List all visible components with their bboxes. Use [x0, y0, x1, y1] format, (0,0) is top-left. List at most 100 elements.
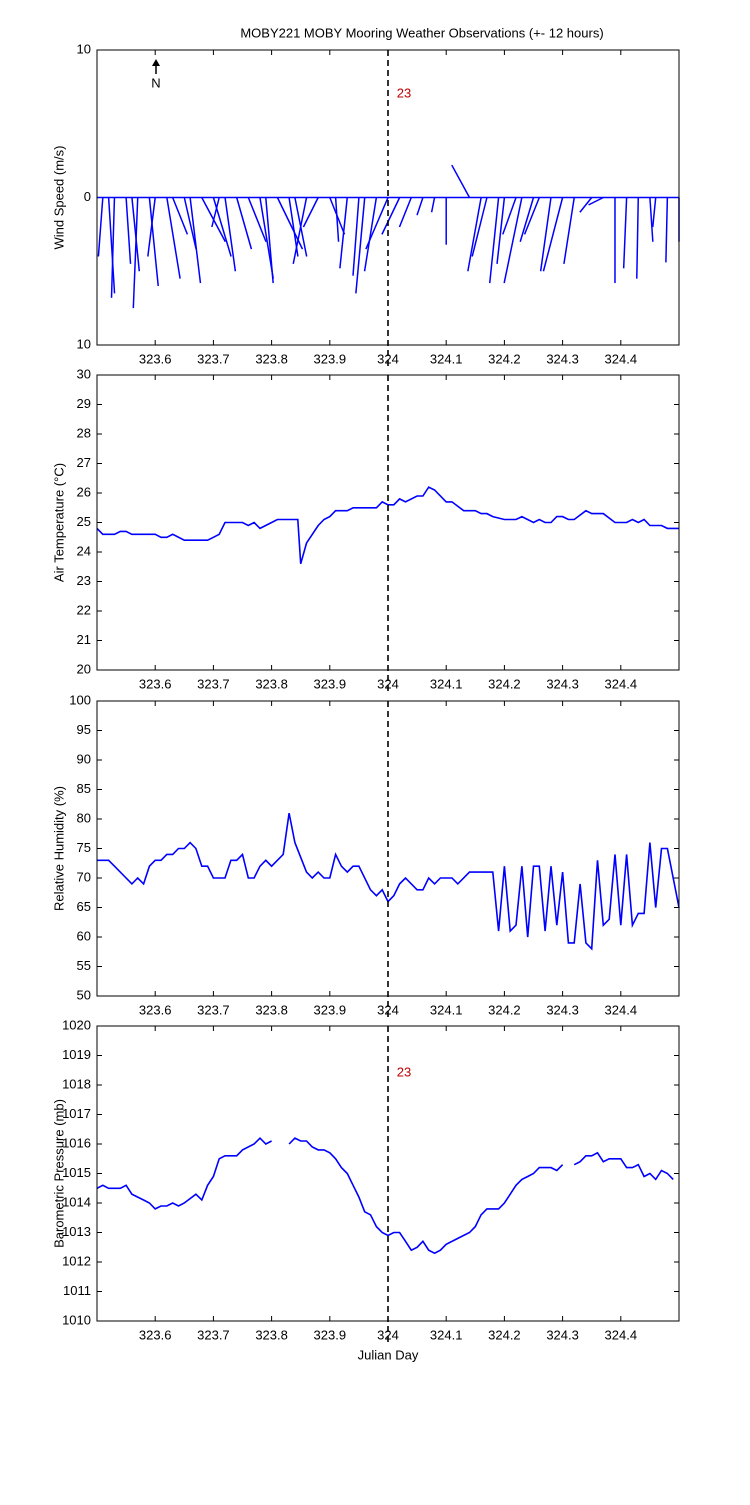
y-tick-label: 90 — [77, 751, 91, 766]
x-tick-label: 323.8 — [255, 1327, 288, 1342]
y-tick-label: 1018 — [62, 1076, 91, 1091]
wind-stick — [451, 164, 471, 198]
x-tick-label: 324.3 — [546, 351, 579, 366]
y-tick-label: 29 — [77, 396, 91, 411]
wind-stick — [171, 197, 189, 235]
y-tick-label: 1019 — [62, 1047, 91, 1062]
x-tick-label: 323.6 — [139, 1002, 172, 1017]
wind-stick — [355, 197, 366, 294]
x-tick-label: 324.3 — [546, 1327, 579, 1342]
y-tick-label: 60 — [77, 928, 91, 943]
wind-stick — [247, 197, 267, 243]
x-tick-label: 323.7 — [197, 351, 230, 366]
data-line — [573, 1151, 674, 1181]
plot-frame — [96, 700, 680, 997]
data-line — [96, 486, 679, 565]
y-tick-label: 100 — [69, 692, 91, 707]
x-tick-label: 323.6 — [139, 351, 172, 366]
wind-stick — [132, 197, 139, 309]
x-tick-label: 323.6 — [139, 676, 172, 691]
x-tick-label: 324.4 — [605, 1327, 638, 1342]
wind-stick — [302, 197, 319, 228]
data-line — [96, 1136, 272, 1210]
y-tick-label: 25 — [77, 514, 91, 529]
y-tick-label: 30 — [77, 366, 91, 381]
y-tick-label: 1010 — [62, 1312, 91, 1327]
x-tick-label: 324.2 — [488, 1002, 521, 1017]
y-tick-label: 55 — [77, 958, 91, 973]
wind-stick — [189, 197, 202, 284]
y-axis-label: Relative Humidity (%) — [51, 786, 66, 911]
x-tick-label: 324.1 — [430, 1002, 463, 1017]
x-tick-label: 323.9 — [314, 1327, 347, 1342]
y-tick-label: 95 — [77, 722, 91, 737]
wind-stick — [539, 197, 552, 272]
north-arrow-head — [152, 59, 160, 66]
y-tick-label: 26 — [77, 484, 91, 499]
wind-stick — [503, 197, 523, 284]
y-tick-label: 1017 — [62, 1106, 91, 1121]
wind-stick — [416, 197, 424, 216]
y-axis-label: Barometric Pressure (mb) — [51, 1099, 66, 1248]
plot-frame — [96, 49, 680, 346]
y-tick-label: 28 — [77, 425, 91, 440]
x-tick-label: 324.3 — [546, 676, 579, 691]
x-tick-label: 323.9 — [314, 351, 347, 366]
x-tick-label: 324 — [377, 1002, 399, 1017]
annotation: 23 — [397, 86, 411, 101]
y-tick-label: 1020 — [62, 1017, 91, 1032]
y-tick-label: 0 — [84, 189, 91, 204]
plot-frame — [96, 374, 680, 671]
wind-stick — [430, 197, 436, 213]
y-tick-label: 24 — [77, 543, 91, 558]
x-tick-label: 324.4 — [605, 351, 638, 366]
y-tick-label: 1012 — [62, 1253, 91, 1268]
wind-stick — [649, 197, 654, 242]
wind-stick — [563, 197, 575, 264]
wind-stick — [110, 197, 116, 298]
y-tick-label: 75 — [77, 840, 91, 855]
wind-stick — [622, 197, 628, 269]
wind-stick — [588, 196, 604, 206]
x-tick-label: 324.3 — [546, 1002, 579, 1017]
wind-stick — [235, 197, 253, 250]
x-tick-label: 324 — [377, 676, 399, 691]
x-tick-label: 323.9 — [314, 676, 347, 691]
wind-stick — [97, 197, 104, 257]
y-tick-label: 1015 — [62, 1165, 91, 1180]
y-tick-label: 50 — [77, 987, 91, 1002]
y-tick-label: 70 — [77, 869, 91, 884]
y-tick-label: 1016 — [62, 1135, 91, 1150]
wind-stick — [107, 197, 116, 294]
x-tick-label: 324.1 — [430, 676, 463, 691]
wind-stick — [381, 197, 401, 235]
y-tick-label: 65 — [77, 899, 91, 914]
y-tick-label: 27 — [77, 455, 91, 470]
x-tick-label: 324 — [377, 351, 399, 366]
x-tick-label: 323.6 — [139, 1327, 172, 1342]
wind-stick — [339, 197, 349, 269]
wind-stick — [579, 197, 593, 213]
x-tick-label: 324.2 — [488, 676, 521, 691]
wind-stick — [471, 197, 488, 257]
x-tick-label: 323.7 — [197, 676, 230, 691]
wind-stick — [166, 197, 181, 279]
y-tick-label: 1013 — [62, 1224, 91, 1239]
wind-stick — [183, 197, 197, 250]
wind-stick — [292, 197, 308, 265]
chart-title: MOBY221 MOBY Mooring Weather Observation… — [240, 25, 603, 40]
y-axis-label: Wind Speed (m/s) — [51, 145, 66, 249]
plot-frame — [96, 1025, 680, 1322]
x-tick-label: 323.9 — [314, 1002, 347, 1017]
y-tick-label: 22 — [77, 602, 91, 617]
x-tick-label: 324.4 — [605, 1002, 638, 1017]
wind-stick — [352, 197, 360, 276]
y-axis-label: Air Temperature (°C) — [51, 463, 66, 582]
x-axis-label: Julian Day — [358, 1347, 419, 1362]
wind-stick — [265, 197, 274, 284]
x-tick-label: 324.2 — [488, 1327, 521, 1342]
x-tick-label: 323.7 — [197, 1002, 230, 1017]
wind-stick — [496, 197, 506, 264]
wind-stick — [488, 197, 500, 284]
